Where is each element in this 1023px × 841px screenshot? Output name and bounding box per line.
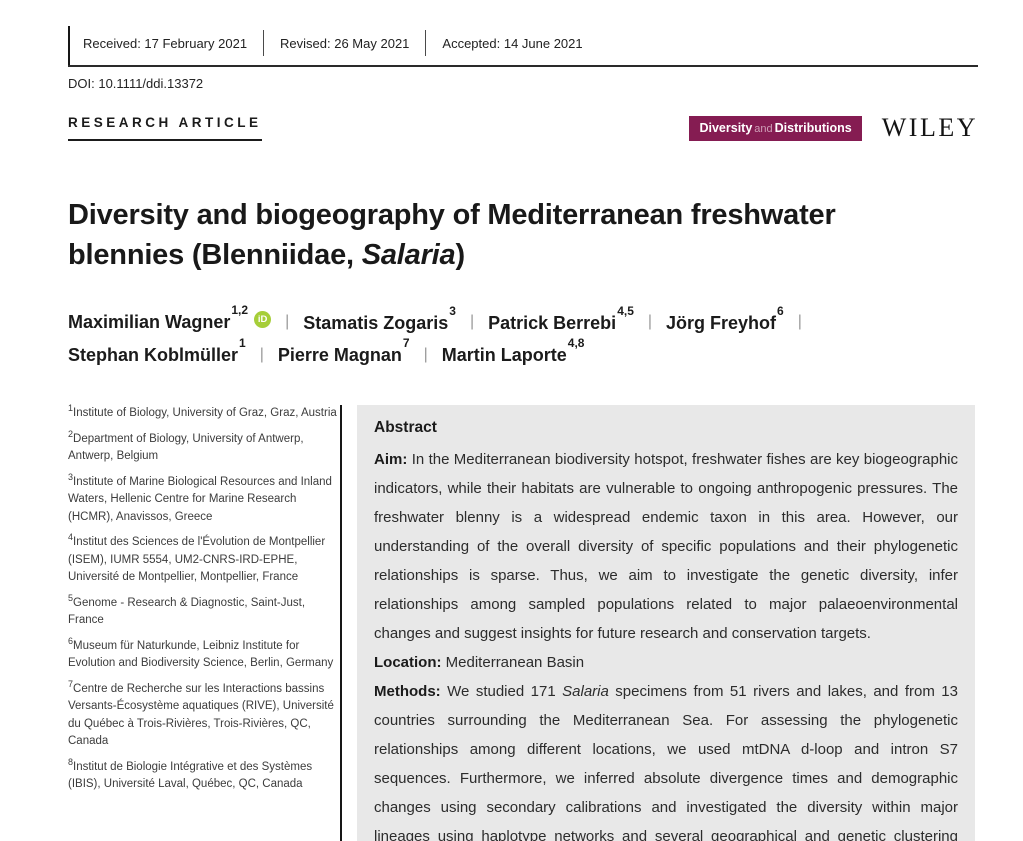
header-row: RESEARCH ARTICLE Diversity and Distributio… (68, 113, 978, 143)
abstract-panel: Abstract Aim: In the Mediterranean biodi… (357, 405, 975, 841)
affiliation-text: Institut de Biologie Intégrative et des … (68, 760, 313, 791)
author-name: Jörg Freyhof6 (666, 303, 784, 333)
author-affil-sup: 7 (402, 336, 410, 350)
affiliation-sup: 5 (68, 592, 74, 603)
revised-date: Revised: 26 May 2021 (280, 35, 410, 51)
journal-badge-word3: Distributions (774, 120, 852, 135)
article-type-label: RESEARCH ARTICLE (68, 115, 262, 141)
affiliation-text: Institute of Marine Biological Resources… (68, 475, 332, 523)
accepted-date: Accepted: 14 June 2021 (442, 35, 583, 51)
wiley-logo: WILEY (881, 113, 978, 142)
author-separator: | (423, 345, 428, 363)
author-affil-sup: 1 (239, 336, 246, 350)
brand-group: Diversity and Distributions WILEY (689, 113, 978, 143)
affiliation-text: Museum für Naturkunde, Leibniz Institute… (68, 639, 334, 670)
affiliation-item: 1Institute of Biology, University of Gra… (68, 403, 340, 423)
affiliation-item: 7Centre de Recherche sur les Interaction… (68, 678, 340, 751)
orcid-icon[interactable]: iD (254, 311, 272, 328)
meta-separator (425, 30, 427, 56)
title-line2-post: ) (455, 239, 465, 271)
doi: DOI: 10.1111/ddi.13372 (68, 76, 204, 91)
affiliation-sup: 3 (68, 471, 74, 482)
authors-block: Maximilian Wagner1,2iD | Stamatis Zogari… (68, 303, 978, 366)
column-divider (340, 405, 342, 841)
author-affil-sup: 1,2 (231, 303, 249, 317)
authors-line-2: Stephan Koblmüller1 | Pierre Magnan7 | M… (68, 336, 978, 366)
affiliation-sup: 7 (68, 678, 74, 689)
affiliation-sup: 2 (68, 428, 74, 439)
location-text: Mediterranean Basin (445, 654, 585, 671)
author-affil-sup: 4,5 (617, 303, 634, 318)
author-affil-sup: 3 (449, 303, 456, 318)
author-affil-sup: 6 (777, 303, 784, 318)
abstract-aim: Aim: In the Mediterranean biodiversity h… (374, 445, 958, 648)
affiliation-sup: 8 (68, 756, 74, 767)
author-separator: | (647, 313, 653, 330)
affiliation-item: 4Institut des Sciences de l'Évolution de… (68, 532, 340, 587)
journal-badge-word1: Diversity (699, 120, 753, 135)
author-name: Stamatis Zogaris3 (303, 303, 456, 333)
author-separator: | (797, 313, 802, 330)
affiliation-text: Genome - Research & Diagnostic, Saint-Ju… (68, 596, 306, 627)
author-name: Maximilian Wagner1,2iD (68, 304, 272, 334)
affiliation-item: 5Genome - Research & Diagnostic, Saint-J… (68, 592, 340, 630)
meta-block: Received: 17 February 2021 Revised: 26 M… (68, 26, 978, 67)
meta-separator (263, 30, 265, 56)
received-date: Received: 17 February 2021 (83, 35, 248, 51)
journal-badge: Diversity and Distributions (689, 115, 862, 141)
affiliation-item: 2Department of Biology, University of An… (68, 428, 340, 466)
affiliation-sup: 6 (68, 635, 74, 646)
methods-text: specimens from 51 rivers and lakes, and … (374, 683, 958, 841)
methods-label: Methods: (374, 683, 448, 700)
abstract-methods: Methods: We studied 171 Salaria specimen… (374, 677, 958, 841)
author-affil-sup: 4,8 (567, 336, 585, 350)
location-label: Location: (374, 654, 446, 671)
body-columns: 1Institute of Biology, University of Gra… (68, 403, 978, 841)
author-separator: | (469, 313, 475, 330)
authors-line-1: Maximilian Wagner1,2iD | Stamatis Zogari… (68, 303, 978, 334)
author-name: Pierre Magnan7 (277, 336, 410, 365)
affiliation-item: 8Institut de Biologie Intégrative et des… (68, 756, 340, 794)
methods-text: We studied 171 (447, 683, 563, 700)
affiliation-item: 3Institute of Marine Biological Resource… (68, 471, 340, 527)
abstract-heading: Abstract (374, 419, 437, 436)
title-genus-italic: Salaria (361, 239, 456, 271)
affiliations-column: 1Institute of Biology, University of Gra… (68, 403, 340, 841)
journal-badge-word2: and (754, 122, 773, 135)
author-name: Martin Laporte4,8 (441, 336, 585, 365)
author-separator: | (285, 313, 290, 330)
title-line2-pre: blennies (Blenniidae, (68, 239, 362, 271)
methods-genus-italic: Salaria (562, 683, 609, 700)
affiliation-sup: 4 (68, 532, 74, 543)
affiliation-sup: 1 (68, 403, 74, 414)
page-title: Diversity and biogeography of Mediterran… (68, 195, 938, 275)
title-line1: Diversity and biogeography of Mediterran… (68, 199, 836, 231)
affiliation-text: Institut des Sciences de l'Évolution de … (68, 536, 326, 583)
abstract-location: Location: Mediterranean Basin (374, 648, 958, 677)
author-separator: | (259, 345, 264, 363)
author-name: Patrick Berrebi4,5 (488, 303, 634, 333)
aim-label: Aim: (374, 451, 412, 468)
received-revised-accepted-row: Received: 17 February 2021 Revised: 26 M… (68, 26, 978, 65)
affiliation-text: Department of Biology, University of Ant… (68, 432, 304, 463)
affiliation-text: Centre de Recherche sur les Interactions… (68, 682, 334, 748)
affiliation-text: Institute of Biology, University of Graz… (73, 407, 337, 419)
aim-text: In the Mediterranean biodiversity hotspo… (374, 451, 958, 642)
author-name: Stephan Koblmüller1 (68, 336, 246, 365)
affiliation-item: 6Museum für Naturkunde, Leibniz Institut… (68, 635, 340, 673)
